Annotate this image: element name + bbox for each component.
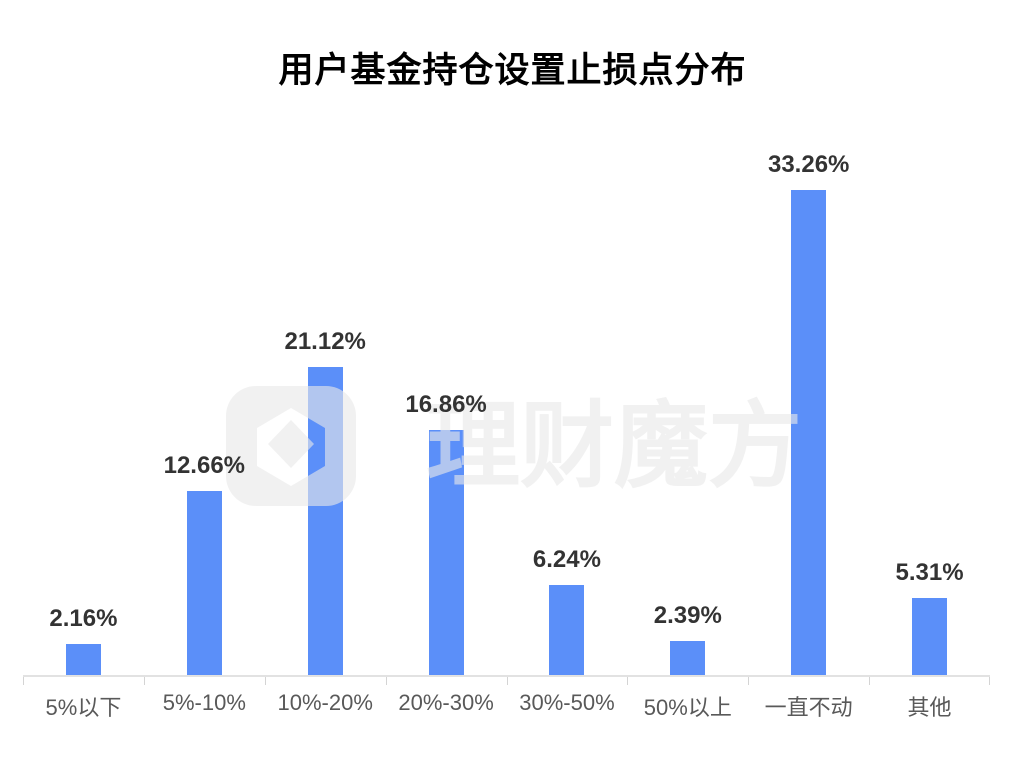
x-axis-label: 5%以下	[45, 695, 122, 720]
bar-group: 21.12%	[265, 328, 386, 676]
bar-value-label: 12.66%	[163, 452, 246, 479]
x-axis-tick	[627, 677, 629, 685]
bar	[428, 429, 464, 676]
bar-group: 12.66%	[144, 452, 265, 676]
x-axis-tick	[143, 677, 145, 685]
bar-value-label: 5.31%	[895, 559, 964, 587]
x-axis-label: 5%-10%	[162, 690, 246, 715]
bar	[670, 641, 706, 676]
bar	[65, 644, 101, 676]
bar	[791, 190, 827, 676]
bar-group: 6.24%	[507, 546, 628, 676]
bar-value-label: 21.12%	[284, 328, 366, 356]
bar-value-label: 16.86%	[405, 390, 487, 418]
bar-group: 2.39%	[627, 602, 748, 676]
bar	[549, 584, 585, 676]
x-axis-label: 一直不动	[764, 695, 853, 720]
bar-value-label: 2.39%	[653, 602, 722, 630]
bar-group: 2.16%	[23, 605, 144, 676]
x-axis-line	[23, 675, 990, 677]
bar-value-label: 2.16%	[49, 605, 118, 633]
bar	[912, 598, 948, 676]
plot-area: 2.16% 12.66% 21.12% 16.86% 6.24% 2.39% 33.26% 5…	[23, 150, 990, 676]
x-axis-tick	[748, 677, 750, 685]
x-axis-tick	[385, 677, 387, 685]
bar-group: 5.31%	[869, 559, 990, 676]
x-axis-label: 20%-30%	[398, 690, 494, 715]
bar-value-label: 33.26%	[767, 151, 850, 178]
bar	[307, 367, 343, 676]
bar-chart: 2.16% 12.66% 21.12% 16.86% 6.24% 2.39% 33.26% 5…	[23, 150, 990, 676]
x-axis-label: 30%-50%	[519, 690, 615, 715]
x-axis-label: 其他	[907, 695, 952, 720]
x-axis-labels: 5%以下 5%-10% 10%-20% 20%-30% 30%-50% 50%以上 一直不动…	[23, 690, 990, 722]
x-axis-tick	[989, 677, 990, 685]
x-axis-label: 10%-20%	[277, 690, 373, 715]
bar	[186, 491, 222, 676]
bar-group: 16.86%	[386, 391, 507, 676]
x-axis-ticks	[23, 677, 990, 685]
x-axis-tick	[23, 677, 24, 685]
bar-value-label: 6.24%	[532, 545, 601, 573]
bar-group: 33.26%	[748, 151, 869, 676]
x-axis-tick	[869, 677, 871, 685]
x-axis-tick	[264, 677, 266, 685]
x-axis-tick	[506, 677, 508, 685]
x-axis-label: 50%以上	[643, 695, 732, 720]
chart-title: 用户基金持仓设置止损点分布	[278, 51, 747, 90]
